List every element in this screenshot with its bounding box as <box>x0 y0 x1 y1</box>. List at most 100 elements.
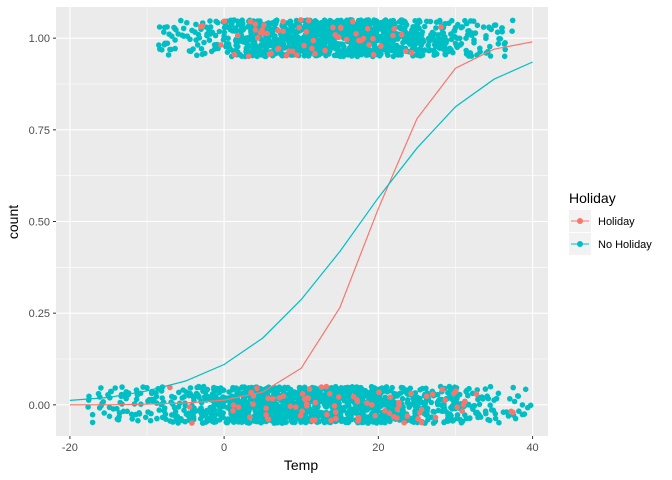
no-holiday-point <box>151 396 157 403</box>
no-holiday-point <box>366 392 372 399</box>
no-holiday-point <box>357 392 363 398</box>
no-holiday-point <box>451 28 457 34</box>
no-holiday-point <box>179 395 185 401</box>
no-holiday-point <box>487 402 494 409</box>
no-holiday-point <box>418 53 424 59</box>
no-holiday-point <box>194 42 201 48</box>
no-holiday-point <box>358 51 365 58</box>
no-holiday-point <box>415 401 422 407</box>
no-holiday-point <box>382 20 389 26</box>
no-holiday-point <box>211 42 218 48</box>
no-holiday-point <box>342 21 349 28</box>
holiday-point <box>370 51 377 58</box>
holiday-point <box>260 30 266 37</box>
no-holiday-point <box>296 384 303 391</box>
no-holiday-point <box>277 385 284 392</box>
no-holiday-point <box>383 402 390 408</box>
no-holiday-point <box>475 411 482 417</box>
holiday-point <box>459 408 466 414</box>
no-holiday-point <box>163 416 169 423</box>
no-holiday-point <box>394 36 401 42</box>
no-holiday-point <box>181 33 187 39</box>
no-holiday-point <box>376 394 383 401</box>
legend-label-holiday: Holiday <box>598 216 635 228</box>
no-holiday-point <box>408 37 415 43</box>
no-holiday-point <box>429 33 436 40</box>
no-holiday-point <box>212 393 218 400</box>
holiday-point <box>254 385 260 392</box>
legend: Holiday Holiday No Holiday <box>569 190 652 255</box>
no-holiday-point <box>201 388 207 394</box>
no-holiday-point <box>387 21 393 28</box>
holiday-point <box>275 27 282 34</box>
holiday-point <box>396 399 402 406</box>
no-holiday-point <box>509 17 516 24</box>
holiday-point <box>252 21 259 28</box>
no-holiday-point <box>208 415 214 422</box>
no-holiday-point <box>449 397 456 403</box>
holiday-point <box>387 394 394 401</box>
no-holiday-point <box>246 420 252 426</box>
holiday-point <box>442 397 449 404</box>
holiday-point <box>356 37 363 44</box>
no-holiday-point <box>133 396 140 403</box>
no-holiday-point <box>244 400 251 407</box>
holiday-point <box>401 419 408 426</box>
no-holiday-point <box>205 395 212 401</box>
holiday-point <box>265 416 272 423</box>
no-holiday-point <box>503 409 510 415</box>
no-holiday-point <box>433 25 439 31</box>
no-holiday-point <box>167 418 173 424</box>
no-holiday-point <box>279 52 286 59</box>
holiday-point <box>306 386 313 392</box>
no-holiday-point <box>446 45 453 52</box>
no-holiday-point <box>485 416 491 423</box>
no-holiday-point <box>147 417 154 424</box>
no-holiday-point <box>391 390 397 397</box>
no-holiday-point <box>482 408 489 415</box>
holiday-point <box>199 23 206 29</box>
holiday-point <box>423 393 430 400</box>
holiday-point <box>287 403 294 410</box>
no-holiday-point <box>180 25 187 32</box>
no-holiday-point <box>128 411 135 418</box>
no-holiday-point <box>225 35 231 42</box>
no-holiday-point <box>233 385 239 391</box>
holiday-point <box>432 414 439 421</box>
holiday-point <box>264 30 270 37</box>
no-holiday-point <box>333 385 339 391</box>
no-holiday-point <box>502 46 509 53</box>
no-holiday-point <box>251 418 257 424</box>
no-holiday-point <box>124 408 130 415</box>
no-holiday-point <box>283 419 289 426</box>
no-holiday-point <box>428 399 435 406</box>
no-holiday-point <box>416 25 422 32</box>
no-holiday-point <box>414 48 421 55</box>
no-holiday-point <box>519 411 526 418</box>
no-holiday-point <box>381 40 388 46</box>
holiday-point <box>415 415 422 422</box>
no-holiday-point <box>257 50 264 57</box>
no-holiday-point <box>449 17 455 24</box>
no-holiday-point <box>484 393 491 400</box>
holiday-point <box>218 42 224 48</box>
legend-key-noholiday-point <box>577 241 583 247</box>
holiday-point <box>265 395 272 402</box>
no-holiday-point <box>399 395 406 402</box>
no-holiday-point <box>399 20 405 26</box>
no-holiday-point <box>314 393 321 400</box>
holiday-point <box>263 412 270 418</box>
holiday-point <box>429 391 436 398</box>
no-holiday-point <box>466 385 472 392</box>
y-tick-label: 1.00 <box>29 33 50 45</box>
no-holiday-point <box>423 412 430 418</box>
no-holiday-point <box>510 384 516 391</box>
holiday-point <box>333 415 339 422</box>
y-tick-label: 0.25 <box>29 308 50 320</box>
no-holiday-point <box>264 401 271 407</box>
no-holiday-point <box>335 41 341 47</box>
no-holiday-point <box>89 419 96 426</box>
no-holiday-point <box>175 31 181 37</box>
no-holiday-point <box>239 419 245 426</box>
no-holiday-point <box>140 384 146 390</box>
